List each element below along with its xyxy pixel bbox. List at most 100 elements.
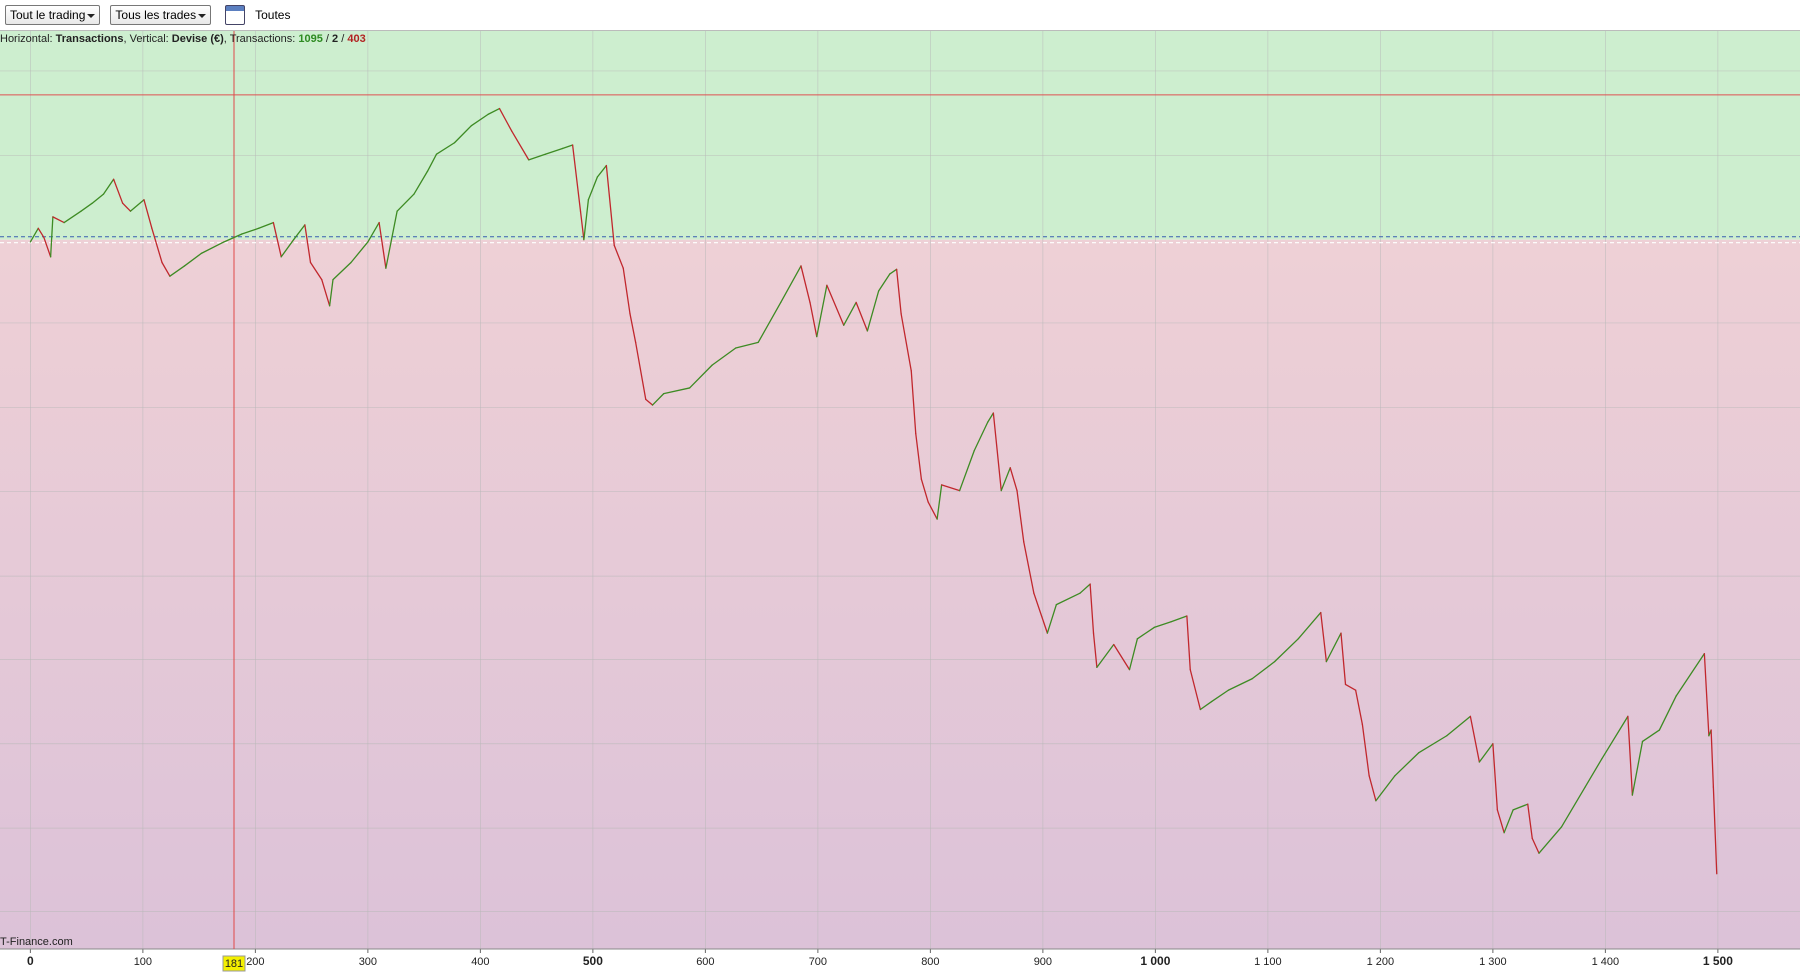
info-part: / <box>323 33 332 45</box>
equity-segment <box>1503 809 1514 834</box>
equity-segment <box>1210 689 1230 703</box>
equity-segment <box>350 241 369 264</box>
equity-segment <box>1170 615 1188 623</box>
calendar-icon[interactable] <box>225 5 246 25</box>
equity-segment <box>622 267 631 315</box>
equity-segment <box>596 164 608 178</box>
x-tick-label: 1 200 <box>1367 956 1395 968</box>
equity-segment <box>63 210 82 224</box>
negative-zone <box>0 239 1800 949</box>
equity-segment <box>940 484 961 492</box>
toolbar: Tout le trading Tous les trades Toutes <box>0 0 1800 31</box>
equity-segment <box>332 261 352 281</box>
x-tick-label: 700 <box>809 956 827 968</box>
equity-segment <box>544 147 564 155</box>
equity-segment <box>757 301 782 343</box>
equity-segment <box>1055 592 1081 606</box>
equity-segment <box>80 202 93 212</box>
equity-segment <box>645 398 654 406</box>
equity-segment <box>161 261 171 277</box>
dropdown[interactable]: Tout le trading <box>5 5 101 25</box>
equity-segment <box>1527 803 1533 840</box>
equity-segment <box>470 113 489 127</box>
x-tick-label: 800 <box>921 956 939 968</box>
equity-segment <box>321 278 331 307</box>
equity-segment <box>651 392 665 406</box>
equity-segment <box>826 284 845 326</box>
info-part: / <box>338 33 347 45</box>
equity-segment <box>1227 678 1253 691</box>
x-tick-label: 500 <box>583 954 603 968</box>
equity-segment <box>1000 467 1011 492</box>
equity-segment <box>1297 611 1322 640</box>
equity-segment <box>280 239 295 258</box>
equity-segment <box>1641 729 1661 743</box>
equity-segment <box>1089 583 1095 634</box>
x-tick-label: 1 100 <box>1254 956 1282 968</box>
x-tick-label: 900 <box>1034 956 1052 968</box>
equity-segment <box>223 233 243 243</box>
equity-segment <box>992 412 1002 492</box>
equity-segment <box>1446 715 1472 737</box>
equity-segment <box>292 224 306 241</box>
equity-segment <box>579 210 585 241</box>
equity-segment <box>895 268 902 315</box>
equity-segment <box>936 484 943 520</box>
equity-segment <box>102 178 115 195</box>
period-label[interactable]: Toutes <box>255 8 291 22</box>
equity-segment <box>987 412 995 423</box>
equity-segment <box>1153 621 1172 629</box>
equity-segment <box>1675 652 1706 697</box>
x-tick-label: 1 000 <box>1140 954 1170 968</box>
equity-segment <box>1251 660 1276 680</box>
equity-segment <box>1492 743 1499 811</box>
equity-segment <box>843 301 857 326</box>
equity-segment <box>855 301 869 332</box>
equity-segment <box>1199 700 1213 711</box>
equity-segment <box>143 199 153 229</box>
equity-segment <box>1340 632 1347 686</box>
equity-segment <box>1273 638 1299 663</box>
equity-segment <box>958 450 975 492</box>
equity-segment <box>587 176 599 201</box>
dropdown[interactable]: Tous les trades <box>110 5 212 25</box>
equity-segment <box>1033 592 1049 634</box>
equity-segment <box>272 221 282 258</box>
equity-segment <box>1344 683 1357 691</box>
equity-segment <box>1079 583 1091 594</box>
equity-segment <box>378 221 387 269</box>
equity-segment <box>241 227 260 235</box>
equity-segment <box>561 144 574 150</box>
equity-segment <box>1361 723 1370 777</box>
cursor-label: 181 <box>225 958 243 970</box>
equity-segment <box>385 210 398 269</box>
x-tick-label: 400 <box>471 956 489 968</box>
equity-segment <box>1601 715 1629 760</box>
equity-segment <box>169 265 186 277</box>
equity-segment <box>1469 715 1481 763</box>
equity-segment <box>1417 735 1448 754</box>
equity-segment <box>304 224 312 264</box>
info-part: 1095 <box>298 33 322 45</box>
equity-segment <box>200 241 225 255</box>
equity-segment <box>613 244 624 269</box>
equity-segment <box>52 216 65 224</box>
equity-segment <box>1368 775 1377 802</box>
equity-segment <box>1128 638 1139 671</box>
equity-segment <box>688 364 713 389</box>
x-tick-label: 1 500 <box>1703 954 1733 968</box>
equity-segment <box>1496 809 1505 834</box>
equity-segment <box>711 347 737 366</box>
equity-segment <box>1354 689 1364 725</box>
equity-segment <box>1009 467 1018 492</box>
equity-segment <box>1023 541 1035 594</box>
cursor-label-bg <box>222 955 246 972</box>
x-tick-label: 100 <box>134 956 152 968</box>
equity-segment <box>1627 715 1634 796</box>
equity-segment <box>396 193 415 212</box>
equity-segment <box>1531 837 1540 854</box>
equity-segment <box>910 370 917 435</box>
equity-segment <box>1325 632 1342 663</box>
